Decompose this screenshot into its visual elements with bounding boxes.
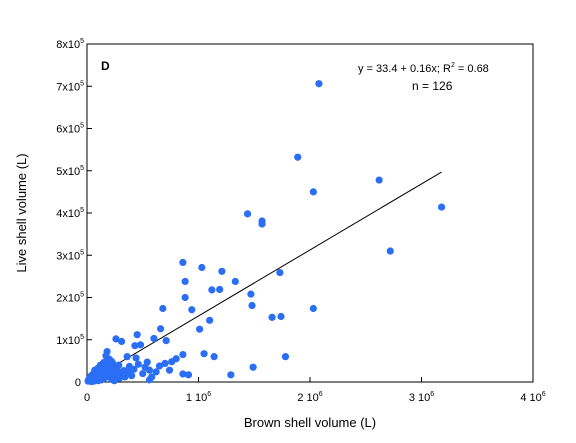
data-point [115,361,123,369]
x-tick-label: 0 [84,392,90,404]
y-tick-label: 4x105 [56,207,84,220]
data-point [133,331,141,339]
y-tick-label: 8x105 [56,38,84,51]
y-tick-label: 2x105 [56,292,84,305]
data-point [184,371,193,379]
data-point [375,176,383,184]
data-point [200,350,208,358]
data-point [243,210,252,218]
data-point [162,336,170,345]
data-point [386,247,394,255]
data-point [117,337,126,346]
data-point [97,362,105,370]
y-tick-label: 0 [75,377,81,389]
data-point [150,334,158,343]
data-point [227,371,235,379]
data-point [136,341,145,349]
data-point [179,370,187,378]
x-tick-label: 1 106 [186,391,211,404]
data-point [437,203,446,211]
data-points [84,80,446,386]
data-point [109,359,117,367]
data-point [216,285,224,294]
data-point [132,354,140,362]
data-point [159,304,167,313]
data-point [179,258,187,267]
data-point [249,363,257,371]
data-point [231,277,239,286]
y-tick-label: 5x105 [56,165,84,178]
data-point [134,360,142,368]
data-point [277,312,285,321]
data-point [152,368,160,376]
data-point [315,80,323,88]
data-point [206,316,214,324]
data-point [210,353,218,361]
data-point [155,362,164,370]
data-point [139,369,147,378]
equation-superscript: 2 [451,62,455,69]
y-tick-label: 3x105 [56,249,84,262]
y-tick-label: 7x105 [56,80,84,93]
plot-frame [86,43,534,383]
regression-line [86,171,442,383]
data-point [181,293,189,302]
data-point [128,372,136,380]
data-point [258,220,266,228]
panel-label: D [101,59,110,73]
data-point [248,301,256,310]
data-point [218,267,226,275]
regression-equation: y = 33.4 + 0.16x; R2 = 0.68 [358,62,489,75]
data-point [143,358,151,366]
data-point [161,359,169,368]
data-point [179,350,187,359]
data-point [309,304,317,313]
data-point [294,153,302,161]
x-tick-label: 2 106 [297,391,322,404]
data-point [188,306,196,314]
data-point [123,353,131,361]
equation-prefix: y = 33.4 + 0.16x; R [358,63,451,75]
data-point [268,313,276,321]
x-axis-label: Brown shell volume (L) [244,415,376,430]
data-point [110,377,118,385]
data-point [131,342,139,350]
data-point [198,263,206,272]
data-point [309,188,317,196]
data-point [276,268,284,277]
data-point [281,353,290,361]
data-point [247,290,255,298]
data-point [130,365,138,373]
sample-size: n = 126 [412,79,453,93]
data-point [148,373,156,381]
data-point [165,366,174,374]
data-point [181,277,189,286]
data-point [103,356,111,364]
y-axis-label: Live shell volume (L) [14,153,29,272]
data-point [172,355,180,363]
data-point [208,286,216,294]
x-tick-label: 3 106 [409,391,434,404]
tick-labels: 0 1x105 2x105 3x105 4x105 5x105 6x105 7x105 8x10… [56,38,546,404]
data-point [112,335,120,343]
axis-ticks [86,43,534,383]
y-tick-label: 1x105 [56,334,84,347]
x-tick-label: 4 106 [520,391,545,404]
equation-suffix: = 0.68 [455,63,489,75]
data-point [156,325,165,333]
y-tick-label: 6x105 [56,123,84,136]
data-point [196,325,204,333]
